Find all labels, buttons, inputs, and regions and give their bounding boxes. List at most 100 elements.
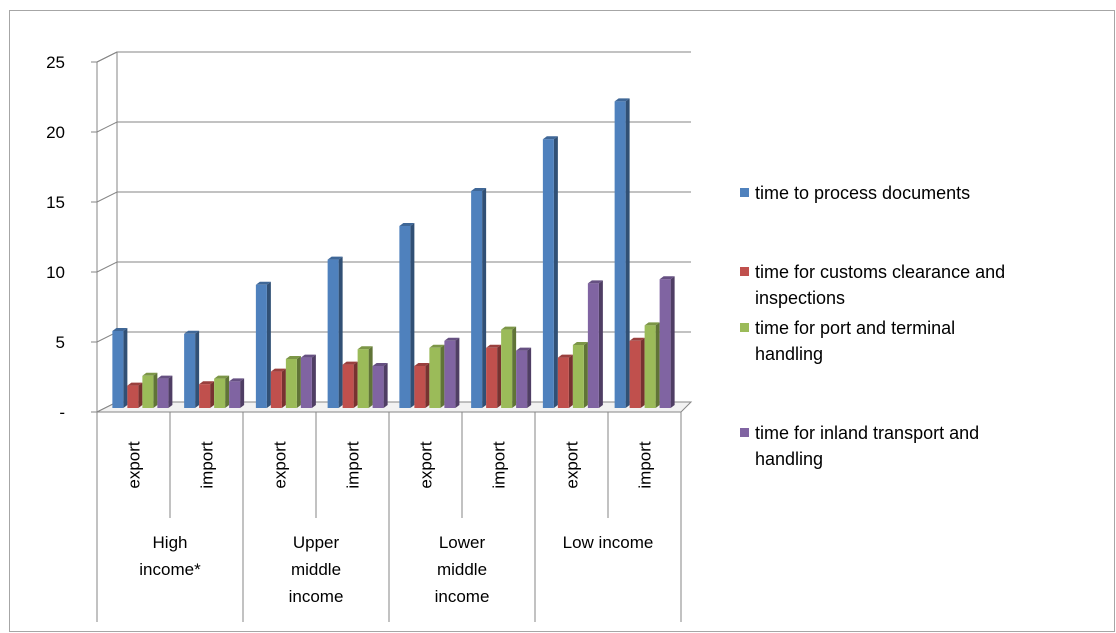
legend-label-line: time for customs clearance and [755, 262, 1006, 282]
bar-top [587, 280, 603, 284]
bar [444, 337, 460, 408]
gridlines [96, 51, 691, 343]
bar-top [327, 256, 343, 260]
bar-front [342, 364, 354, 408]
bar-side [353, 361, 358, 408]
legend-label-line: handling [755, 344, 824, 364]
bar-side [625, 98, 630, 409]
bar-front [644, 325, 656, 408]
bar-side [311, 354, 316, 408]
bar-side [640, 337, 645, 408]
bar-side [195, 330, 200, 408]
bar-top [372, 363, 388, 366]
bar-front [429, 347, 441, 408]
bar-front [399, 226, 411, 408]
bar-top [142, 372, 158, 376]
chart-floor [96, 401, 693, 413]
bar-top [285, 356, 301, 359]
bar-side [568, 354, 573, 408]
bar-side [455, 337, 460, 408]
bar [184, 330, 200, 408]
x-group-label: Lower middle income [435, 533, 490, 606]
bar [372, 363, 388, 408]
bar-front [270, 371, 282, 408]
x-group-label-line: middle [437, 560, 487, 579]
bar-top [399, 223, 415, 226]
bar-top [414, 363, 430, 366]
bar-front [327, 259, 339, 408]
bar-side [583, 342, 588, 408]
bar-side [497, 344, 502, 408]
bar-side [240, 378, 245, 408]
bar [644, 322, 660, 408]
bar-top [214, 375, 230, 379]
x-category-label: export [125, 441, 144, 489]
gridline [96, 191, 691, 203]
bar-side [527, 347, 532, 408]
bar [270, 368, 286, 408]
bar-top [127, 382, 143, 386]
legend-label-line: time for port and terminal [755, 318, 956, 338]
bar-top [300, 354, 316, 358]
legend-item: time for inland transport and handling [740, 420, 1110, 472]
bar-top [572, 342, 588, 345]
bar-top [501, 326, 517, 330]
bar-side [440, 344, 445, 408]
y-tick-label: 5 [56, 333, 65, 352]
legend-label-line: time for inland transport and [755, 423, 980, 443]
x-group-label-line: Lower [439, 533, 486, 552]
x-group-label: Low income [563, 533, 654, 552]
x-category-label: export [271, 441, 290, 489]
bar [127, 382, 143, 408]
bar-front [471, 191, 483, 408]
bar-side [225, 375, 230, 408]
bar-side [123, 328, 128, 408]
bar-side [168, 375, 173, 408]
bar [214, 375, 230, 408]
x-category-label: import [490, 441, 509, 489]
bar [157, 375, 173, 408]
bar-side [138, 382, 143, 408]
legend-item: time for port and terminal handling [740, 315, 1110, 367]
bar-top [199, 381, 215, 385]
bar [471, 188, 487, 408]
bar-front [444, 340, 456, 408]
bar [587, 280, 603, 408]
bar [199, 381, 215, 408]
bar-front [229, 381, 241, 408]
x-group-label-line: income [289, 587, 344, 606]
y-tick-label: 20 [46, 123, 65, 142]
bar [285, 356, 301, 408]
x-group-label: High income* [139, 533, 201, 579]
y-tick-label: - [59, 403, 65, 422]
bar-top [342, 361, 358, 365]
bar-side [153, 372, 158, 408]
bar-side [296, 356, 301, 408]
bar-top [542, 136, 558, 140]
bar [557, 354, 573, 408]
bar-top [255, 281, 271, 285]
x-group-label-line: High [153, 533, 188, 552]
bar-side [383, 363, 388, 408]
bar [542, 136, 558, 408]
bar-front [112, 331, 124, 408]
bar-front [255, 284, 267, 408]
chart-frame [9, 10, 1115, 632]
legend-swatch [740, 323, 749, 332]
bar-side [210, 381, 215, 408]
bar-front [587, 283, 599, 408]
bar [414, 363, 430, 408]
bar [399, 223, 415, 408]
x-category-label: export [563, 441, 582, 489]
bar [614, 98, 630, 409]
bar-top [614, 98, 630, 102]
bar-top [659, 276, 675, 280]
x-group-label-line: income* [139, 560, 201, 579]
bar-front [300, 357, 312, 408]
bar-front [142, 375, 154, 408]
bar-top [471, 188, 487, 191]
legend-item: time to process documents [740, 180, 1110, 206]
bar-top [229, 378, 245, 382]
x-category-label: import [636, 441, 655, 489]
bar-side [425, 363, 430, 408]
